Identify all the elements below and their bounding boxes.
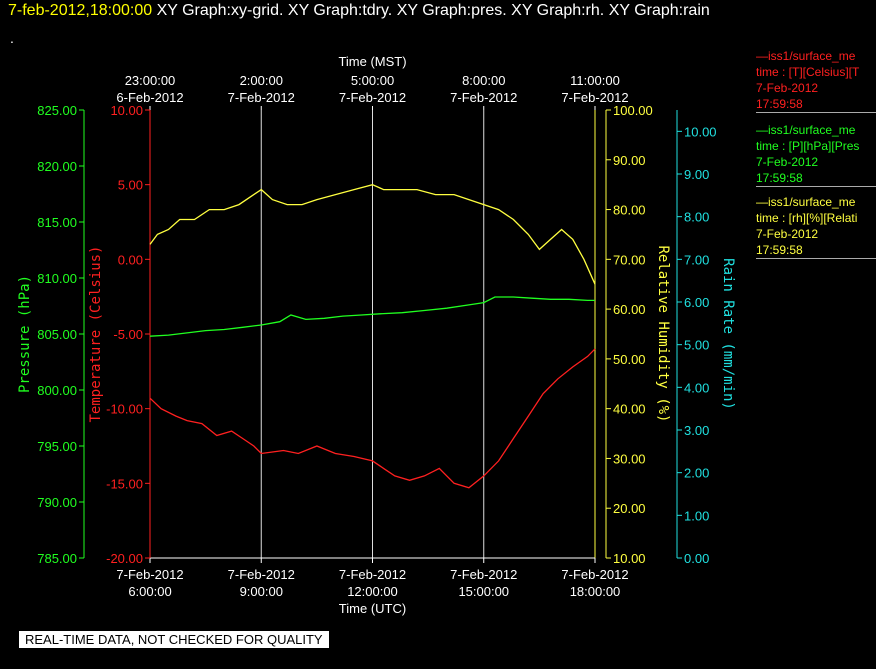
legend-series-line: —iss1/surface_me [756,49,856,63]
top-tick-time: 11:00:00 [570,73,620,88]
legend-pressure[interactable]: —iss1/surface_me time : [P][hPa][Pres 7-… [756,122,876,187]
bottom-axis-label: Time (UTC) [339,601,406,616]
legend-rh[interactable]: —iss1/surface_me time : [rh][%][Relati 7… [756,194,876,259]
temperature-series-line [149,348,596,489]
temperature-tick-label: -15.00 [106,476,143,491]
rh-tick-label: 50.00 [613,352,646,367]
bottom-tick-time: 15:00:00 [458,584,509,599]
pressure-tick-label: 820.00 [37,159,77,174]
temperature-tick-label: -10.00 [106,402,143,417]
rh-tick-label: 40.00 [613,402,646,417]
top-tick-time: 8:00:00 [462,73,505,88]
bottom-tick-date: 7-Feb-2012 [116,567,183,582]
rain-tick-label: 2.00 [684,466,709,481]
temperature-tick-label: 0.00 [118,252,143,267]
graph-timestamp: 7-feb-2012,18:00:00 [8,2,153,19]
graph-name-rh[interactable]: XY Graph:rh. [511,2,605,19]
legend-series-time: 17:59:58 [756,242,876,259]
rh-tick-label: 30.00 [613,451,646,466]
legend-series-time: 17:59:58 [756,96,876,113]
graph-title-bar: 7-feb-2012,18:00:00 XY Graph:xy-grid. XY… [8,2,710,20]
bottom-tick-date: 7-Feb-2012 [339,567,406,582]
temperature-tick-label: 10.00 [110,103,143,118]
rh-series-line [149,184,596,285]
temperature-tick-label: 5.00 [118,178,143,193]
temperature-axis-label: Temperature (Celsius) [88,245,104,422]
legend-temperature[interactable]: —iss1/surface_me time : [T][Celsius][T 7… [756,48,876,113]
rain-tick-label: 7.00 [684,252,709,267]
pressure-tick-label: 805.00 [37,327,77,342]
rain-tick-label: 5.00 [684,338,709,353]
graph-name-tdry[interactable]: XY Graph:tdry. [287,2,393,19]
rh-tick-label: 60.00 [613,302,646,317]
pressure-tick-label: 810.00 [37,271,77,286]
legend-series-date: 7-Feb-2012 [756,81,819,95]
top-tick-time: 5:00:00 [351,73,394,88]
top-tick-date: 7-Feb-2012 [339,90,406,105]
legend-series-desc: time : [P][hPa][Pres [756,139,860,153]
rain-tick-label: 9.00 [684,167,709,182]
bottom-tick-date: 7-Feb-2012 [561,567,628,582]
bottom-tick-time: 12:00:00 [347,584,398,599]
bottom-tick-time: 9:00:00 [240,584,283,599]
rain-tick-label: 3.00 [684,423,709,438]
graph-name-pres[interactable]: XY Graph:pres. [396,2,507,19]
pressure-tick-label: 800.00 [37,383,77,398]
bottom-tick-time: 6:00:00 [128,584,171,599]
rain-tick-label: 6.00 [684,295,709,310]
pressure-tick-label: 825.00 [37,103,77,118]
xy-graph[interactable]: Time (MST) 23:00:00 6-Feb-2012 2:00:00 7-Feb… [0,0,756,630]
status-dot: . [10,30,14,46]
pressure-tick-label: 790.00 [37,495,77,510]
top-tick-time: 23:00:00 [125,73,176,88]
rain-tick-label: 1.00 [684,508,709,523]
top-tick-date: 7-Feb-2012 [228,90,295,105]
pressure-tick-label: 795.00 [37,439,77,454]
quality-disclaimer: REAL-TIME DATA, NOT CHECKED FOR QUALITY [19,631,329,648]
rh-axis-label: Relative Humidity (%) [655,245,671,422]
legend-series-time: 17:59:58 [756,170,876,187]
rh-tick-label: 100.00 [613,103,653,118]
graph-name-rain[interactable]: XY Graph:rain [608,2,710,19]
legend-series-desc: time : [rh][%][Relati [756,211,858,225]
rain-tick-label: 0.00 [684,551,709,566]
temperature-tick-label: -5.00 [113,327,143,342]
rh-tick-label: 90.00 [613,153,646,168]
bottom-tick-date: 7-Feb-2012 [228,567,295,582]
pressure-tick-label: 815.00 [37,215,77,230]
rain-tick-label: 10.00 [684,124,717,139]
bottom-tick-date: 7-Feb-2012 [450,567,517,582]
bottom-tick-time: 18:00:00 [570,584,621,599]
top-tick-date: 7-Feb-2012 [450,90,517,105]
rh-tick-label: 80.00 [613,203,646,218]
legend-series-date: 7-Feb-2012 [756,227,819,241]
top-tick-time: 2:00:00 [240,73,283,88]
top-tick-date: 7-Feb-2012 [561,90,628,105]
top-tick-date: 6-Feb-2012 [116,90,183,105]
legend-series-line: —iss1/surface_me [756,195,856,209]
graph-name-xy-grid[interactable]: XY Graph:xy-grid. [156,2,284,19]
temperature-tick-label: -20.00 [106,551,143,566]
rh-tick-label: 70.00 [613,252,646,267]
pressure-tick-label: 785.00 [37,551,77,566]
rain-tick-label: 8.00 [684,210,709,225]
legend-series-date: 7-Feb-2012 [756,155,819,169]
legend-series-desc: time : [T][Celsius][T [756,65,860,79]
rh-tick-label: 10.00 [613,551,646,566]
pressure-series-line [149,296,595,337]
legend-series-line: —iss1/surface_me [756,123,856,137]
pressure-axis-label: Pressure (hPa) [17,275,33,393]
top-axis-label: Time (MST) [338,54,406,69]
rain-tick-label: 4.00 [684,380,709,395]
rh-tick-label: 20.00 [613,501,646,516]
rain-axis-label: Rain Rate (mm/min) [720,258,736,410]
